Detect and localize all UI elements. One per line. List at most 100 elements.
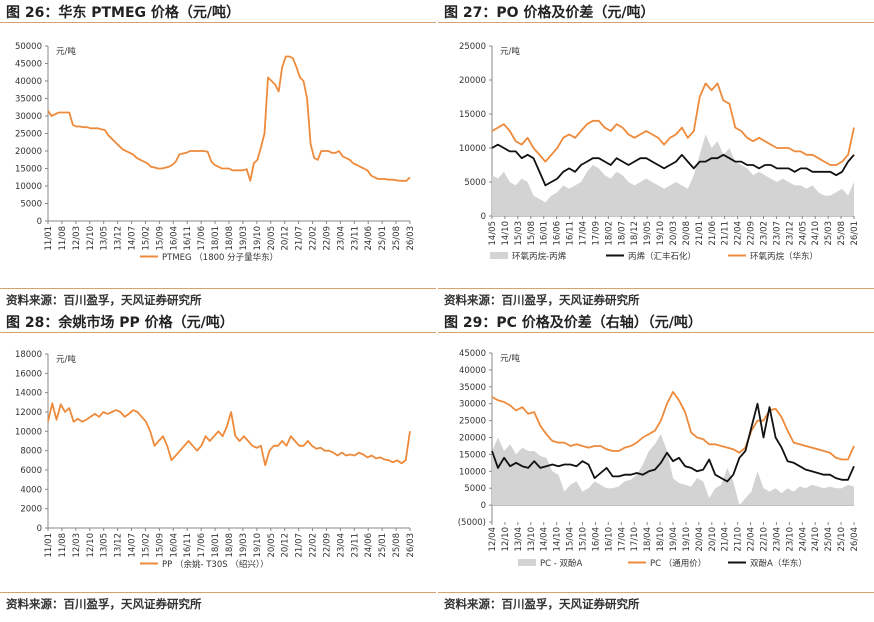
x-tick-label: 24/10: [811, 221, 821, 246]
x-tick-label: 22/02: [309, 226, 319, 251]
chart-title: 图 28：余姚市场 PP 价格（元/吨）: [6, 315, 234, 331]
y-tick-label: 30000: [459, 400, 486, 410]
unit-label: 元/吨: [56, 46, 76, 57]
source-note: 资料来源：百川盈孚，天风证券研究所: [6, 597, 202, 611]
chart-title: 图 26：华东 PTMEG 价格（元/吨）: [6, 5, 241, 21]
x-tick-label: 23/12: [785, 221, 795, 246]
x-tick-label: 24/06: [364, 533, 374, 558]
y-tick-label: 40000: [459, 366, 486, 376]
source-note: 资料来源：百川盈孚，天风证券研究所: [444, 293, 640, 307]
y-tick-label: 6000: [20, 466, 42, 476]
x-tick-label: 14/07: [128, 533, 138, 558]
x-tick-label: 17/04: [617, 527, 627, 552]
series-line-2: [491, 82, 855, 166]
x-tick-label: 23/11: [350, 533, 360, 558]
x-tick-label: 11/01: [44, 226, 54, 251]
legend-label: 环氧丙烷（华东）: [750, 251, 818, 262]
y-tick-label: 16000: [15, 369, 42, 379]
x-tick-label: 18/02: [604, 221, 614, 246]
x-tick-label: 18/12: [630, 221, 640, 246]
x-tick-label: 22/04: [734, 221, 744, 246]
x-tick-label: 25/01: [378, 533, 388, 558]
y-tick-label: 14000: [15, 389, 42, 399]
x-tick-label: 20/08: [682, 221, 692, 246]
y-tick-label: 5000: [464, 484, 486, 494]
x-tick-label: 23/11: [350, 226, 360, 251]
x-tick-label: 25/08: [392, 226, 402, 251]
chart-panel-pc: 图 29：PC 价格及价差（右轴）（元/吨） 元/吨 (5000) 0 5000 100…: [438, 310, 874, 622]
y-tick-label: 40000: [15, 77, 42, 87]
x-tick-label: 22/09: [322, 533, 332, 558]
x-tick-label: 16/06: [553, 221, 563, 246]
title-divider: [438, 332, 874, 333]
source-divider: [0, 288, 436, 289]
x-tick-label: 15/09: [155, 533, 165, 558]
x-tick-label: 26/03: [406, 533, 416, 558]
x-tick-label: 17/04: [579, 221, 589, 246]
series-line-0: [47, 402, 411, 467]
x-tick-label: 19/03: [239, 226, 249, 251]
x-tick-label: 20/03: [669, 221, 679, 246]
x-tick-label: 13/10: [527, 527, 537, 552]
x-tick-label: 12/10: [501, 527, 511, 552]
x-tick-label: 12/10: [86, 226, 96, 251]
series-line-1: [491, 143, 855, 187]
y-tick-label: 35000: [459, 383, 486, 393]
x-tick-label: 16/01: [540, 221, 550, 246]
x-tick-label: 20/05: [267, 533, 277, 558]
title-divider: [0, 332, 436, 333]
x-tick-label: 20/12: [281, 226, 291, 251]
x-tick-label: 15/09: [155, 226, 165, 251]
x-tick-label: 21/10: [734, 527, 744, 552]
legend-swatch: [490, 252, 508, 259]
x-tick-label: 17/09: [591, 221, 601, 246]
x-tick-label: 25/04: [824, 527, 834, 552]
legend-label: 环氧丙烷-丙烯: [512, 251, 567, 262]
x-tick-label: 12/04: [488, 527, 498, 552]
x-tick-label: 16/11: [183, 226, 193, 251]
x-tick-label: 15/02: [141, 226, 151, 251]
x-tick-label: 24/06: [364, 226, 374, 251]
y-tick-label: (5000): [458, 518, 486, 528]
x-tick-label: 25/10: [837, 527, 847, 552]
y-tick-label: 10000: [15, 427, 42, 437]
x-tick-label: 25/01: [378, 226, 388, 251]
x-tick-label: 25/08: [837, 221, 847, 246]
y-tick-label: 45000: [15, 60, 42, 70]
x-tick-label: 16/04: [591, 527, 601, 552]
source-note: 资料来源：百川盈孚，天风证券研究所: [444, 597, 640, 611]
x-tick-label: 23/07: [772, 221, 782, 246]
x-tick-label: 14/04: [540, 527, 550, 552]
x-tick-label: 16/10: [604, 527, 614, 552]
x-tick-label: 12/03: [72, 226, 82, 251]
x-tick-label: 19/10: [656, 221, 666, 246]
x-tick-label: 16/04: [169, 533, 179, 558]
source-note: 资料来源：百川盈孚，天风证券研究所: [6, 293, 202, 307]
y-tick-label: 25000: [459, 417, 486, 427]
x-tick-label: 22/04: [747, 527, 757, 552]
y-tick-label: 35000: [15, 95, 42, 105]
y-tick-label: 15000: [15, 165, 42, 175]
x-tick-label: 25/03: [824, 221, 834, 246]
y-tick-label: 15000: [459, 450, 486, 460]
pp-chart: 元/吨 0 2000 4000 6000 8000 10000 12000 14000 16000…: [15, 350, 416, 570]
x-tick-label: 13/05: [100, 533, 110, 558]
x-tick-label: 14/10: [553, 527, 563, 552]
x-tick-label: 15/03: [514, 221, 524, 246]
source-divider: [438, 288, 874, 289]
series-area-0: [492, 434, 854, 506]
x-tick-label: 17/10: [630, 527, 640, 552]
y-tick-label: 8000: [20, 447, 42, 457]
x-tick-label: 17/06: [197, 226, 207, 251]
y-tick-label: 0: [481, 501, 486, 511]
y-tick-label: 5000: [464, 178, 486, 188]
x-tick-label: 24/04: [798, 527, 808, 552]
legend-label: PC - 双酚A: [540, 559, 583, 569]
x-tick-label: 22/02: [309, 533, 319, 558]
series-line-1: [491, 391, 855, 461]
x-tick-label: 11/01: [44, 533, 54, 558]
x-tick-label: 14/07: [128, 226, 138, 251]
x-tick-label: 23/04: [336, 226, 346, 251]
y-tick-label: 0: [37, 217, 42, 227]
